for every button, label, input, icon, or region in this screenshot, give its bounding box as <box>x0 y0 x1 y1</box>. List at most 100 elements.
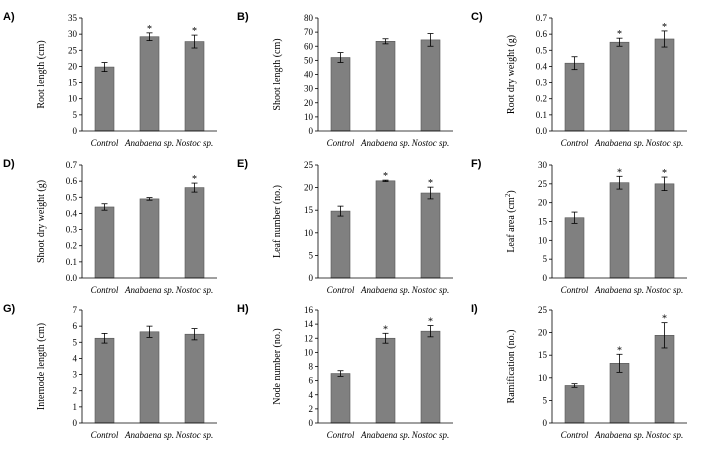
category-label: Nostoc sp. <box>411 430 450 440</box>
bar-3 <box>654 38 675 132</box>
category-label: Anabaena sp. <box>360 138 410 148</box>
y-tick-label: 0.3 <box>536 78 548 88</box>
category-label: Control <box>561 285 589 295</box>
y-tick-label: 40 <box>304 70 314 80</box>
significance-marker: * <box>617 167 622 178</box>
bar-2 <box>609 182 630 279</box>
y-tick-label: 50 <box>304 55 314 65</box>
significance-marker: * <box>617 29 622 40</box>
y-tick-label: 25 <box>304 160 314 170</box>
y-tick-label: 6 <box>309 376 314 386</box>
y-tick-label: 5 <box>543 395 548 405</box>
bar-1 <box>94 206 115 279</box>
y-tick-label: 15 <box>68 78 78 88</box>
bar-1 <box>330 57 351 132</box>
category-label: Anabaena sp. <box>594 285 644 295</box>
y-tick-label: 4 <box>73 353 78 363</box>
category-label: Control <box>327 430 355 440</box>
significance-marker: * <box>147 24 152 35</box>
y-tick-label: 12 <box>304 333 313 343</box>
y-axis-label: Root dry weight (g) <box>506 35 517 114</box>
significance-marker: * <box>192 26 197 37</box>
y-tick-label: 80 <box>304 13 314 23</box>
significance-marker: * <box>192 174 197 185</box>
category-label: Control <box>91 430 119 440</box>
y-tick-label: 4 <box>309 390 314 400</box>
bar-1 <box>330 210 351 279</box>
bar-3 <box>420 39 441 132</box>
category-label: Control <box>91 285 119 295</box>
y-tick-label: 0 <box>309 418 314 428</box>
significance-marker: * <box>383 171 388 182</box>
bar-2 <box>375 180 396 279</box>
y-tick-label: 2 <box>309 404 314 414</box>
chart-panel-7: G) Internode length (cm) 0 1 2 3 4 5 6 7 Control An… <box>3 303 217 440</box>
category-label: Control <box>327 138 355 148</box>
category-label: Nostoc sp. <box>645 138 684 148</box>
y-tick-label: 15 <box>304 205 314 215</box>
chart-panel-9: I) Ramification (no.) 0 5 10 15 20 25 Control * An… <box>471 303 687 440</box>
chart-panel-8: H) Node number (no.) 0 2 4 6 8 10 12 14 16 Control *… <box>237 303 453 440</box>
y-tick-label: 8 <box>309 362 314 372</box>
y-tick-label: 10 <box>538 235 548 245</box>
y-tick-label: 0 <box>73 418 78 428</box>
bar-1 <box>564 385 585 424</box>
y-tick-label: 60 <box>304 41 314 51</box>
bar-3 <box>654 183 675 279</box>
y-tick-label: 0.4 <box>66 208 78 218</box>
y-tick-label: 30 <box>304 84 314 94</box>
y-tick-label: 6 <box>73 321 78 331</box>
y-tick-label: 1 <box>73 402 78 412</box>
significance-marker: * <box>617 345 622 356</box>
panel-label: A) <box>3 11 15 23</box>
category-label: Nostoc sp. <box>645 430 684 440</box>
category-label: Control <box>327 285 355 295</box>
y-tick-label: 10 <box>304 347 314 357</box>
y-tick-label: 0 <box>543 418 548 428</box>
y-axis-label: Leaf area (cm2) <box>504 190 517 252</box>
y-tick-label: 0.7 <box>536 13 548 23</box>
category-label: Anabaena sp. <box>360 285 410 295</box>
y-tick-label: 0.1 <box>66 257 77 267</box>
chart-panel-2: B) Shoot length (cm) 0 10 20 30 40 50 60 70 80 Cont… <box>237 11 453 148</box>
bar-1 <box>564 217 585 279</box>
y-tick-label: 0.1 <box>536 110 547 120</box>
category-label: Control <box>91 138 119 148</box>
y-tick-label: 0.4 <box>536 61 548 71</box>
y-axis-label: Node number (no.) <box>272 328 283 404</box>
y-tick-label: 10 <box>68 94 78 104</box>
significance-marker: * <box>662 314 667 325</box>
category-label: Anabaena sp. <box>124 138 174 148</box>
y-tick-label: 14 <box>304 319 314 329</box>
y-axis-label: Shoot dry weight (g) <box>36 180 47 263</box>
y-tick-label: 25 <box>68 45 78 55</box>
y-axis-label: Ramification (no.) <box>506 330 517 404</box>
category-label: Anabaena sp. <box>124 285 174 295</box>
y-tick-label: 30 <box>68 29 78 39</box>
y-tick-label: 0.2 <box>66 241 77 251</box>
y-tick-label: 0 <box>309 126 314 136</box>
category-label: Nostoc sp. <box>175 430 214 440</box>
y-tick-label: 20 <box>538 328 548 338</box>
y-tick-label: 3 <box>73 370 78 380</box>
y-tick-label: 10 <box>304 228 314 238</box>
bar-3 <box>420 330 441 424</box>
y-tick-label: 0.5 <box>536 45 548 55</box>
bar-2 <box>139 198 160 279</box>
panel-label: I) <box>471 303 478 315</box>
panel-label: C) <box>471 11 483 23</box>
y-tick-label: 0.0 <box>66 273 78 283</box>
y-tick-label: 2 <box>73 386 78 396</box>
category-label: Control <box>561 138 589 148</box>
bar-1 <box>330 373 351 424</box>
y-tick-label: 0.2 <box>536 94 547 104</box>
y-tick-label: 0.6 <box>536 29 548 39</box>
category-label: Nostoc sp. <box>411 285 450 295</box>
y-axis-label: Internode length (cm) <box>36 323 47 410</box>
bar-2 <box>139 36 160 132</box>
y-tick-label: 20 <box>304 98 314 108</box>
chart-panel-6: F) Leaf area (cm2) 0 5 10 15 20 25 30 Control * Ana… <box>471 158 687 295</box>
panel-label: E) <box>237 158 248 170</box>
bar-3 <box>654 335 675 424</box>
bar-1 <box>94 337 115 424</box>
